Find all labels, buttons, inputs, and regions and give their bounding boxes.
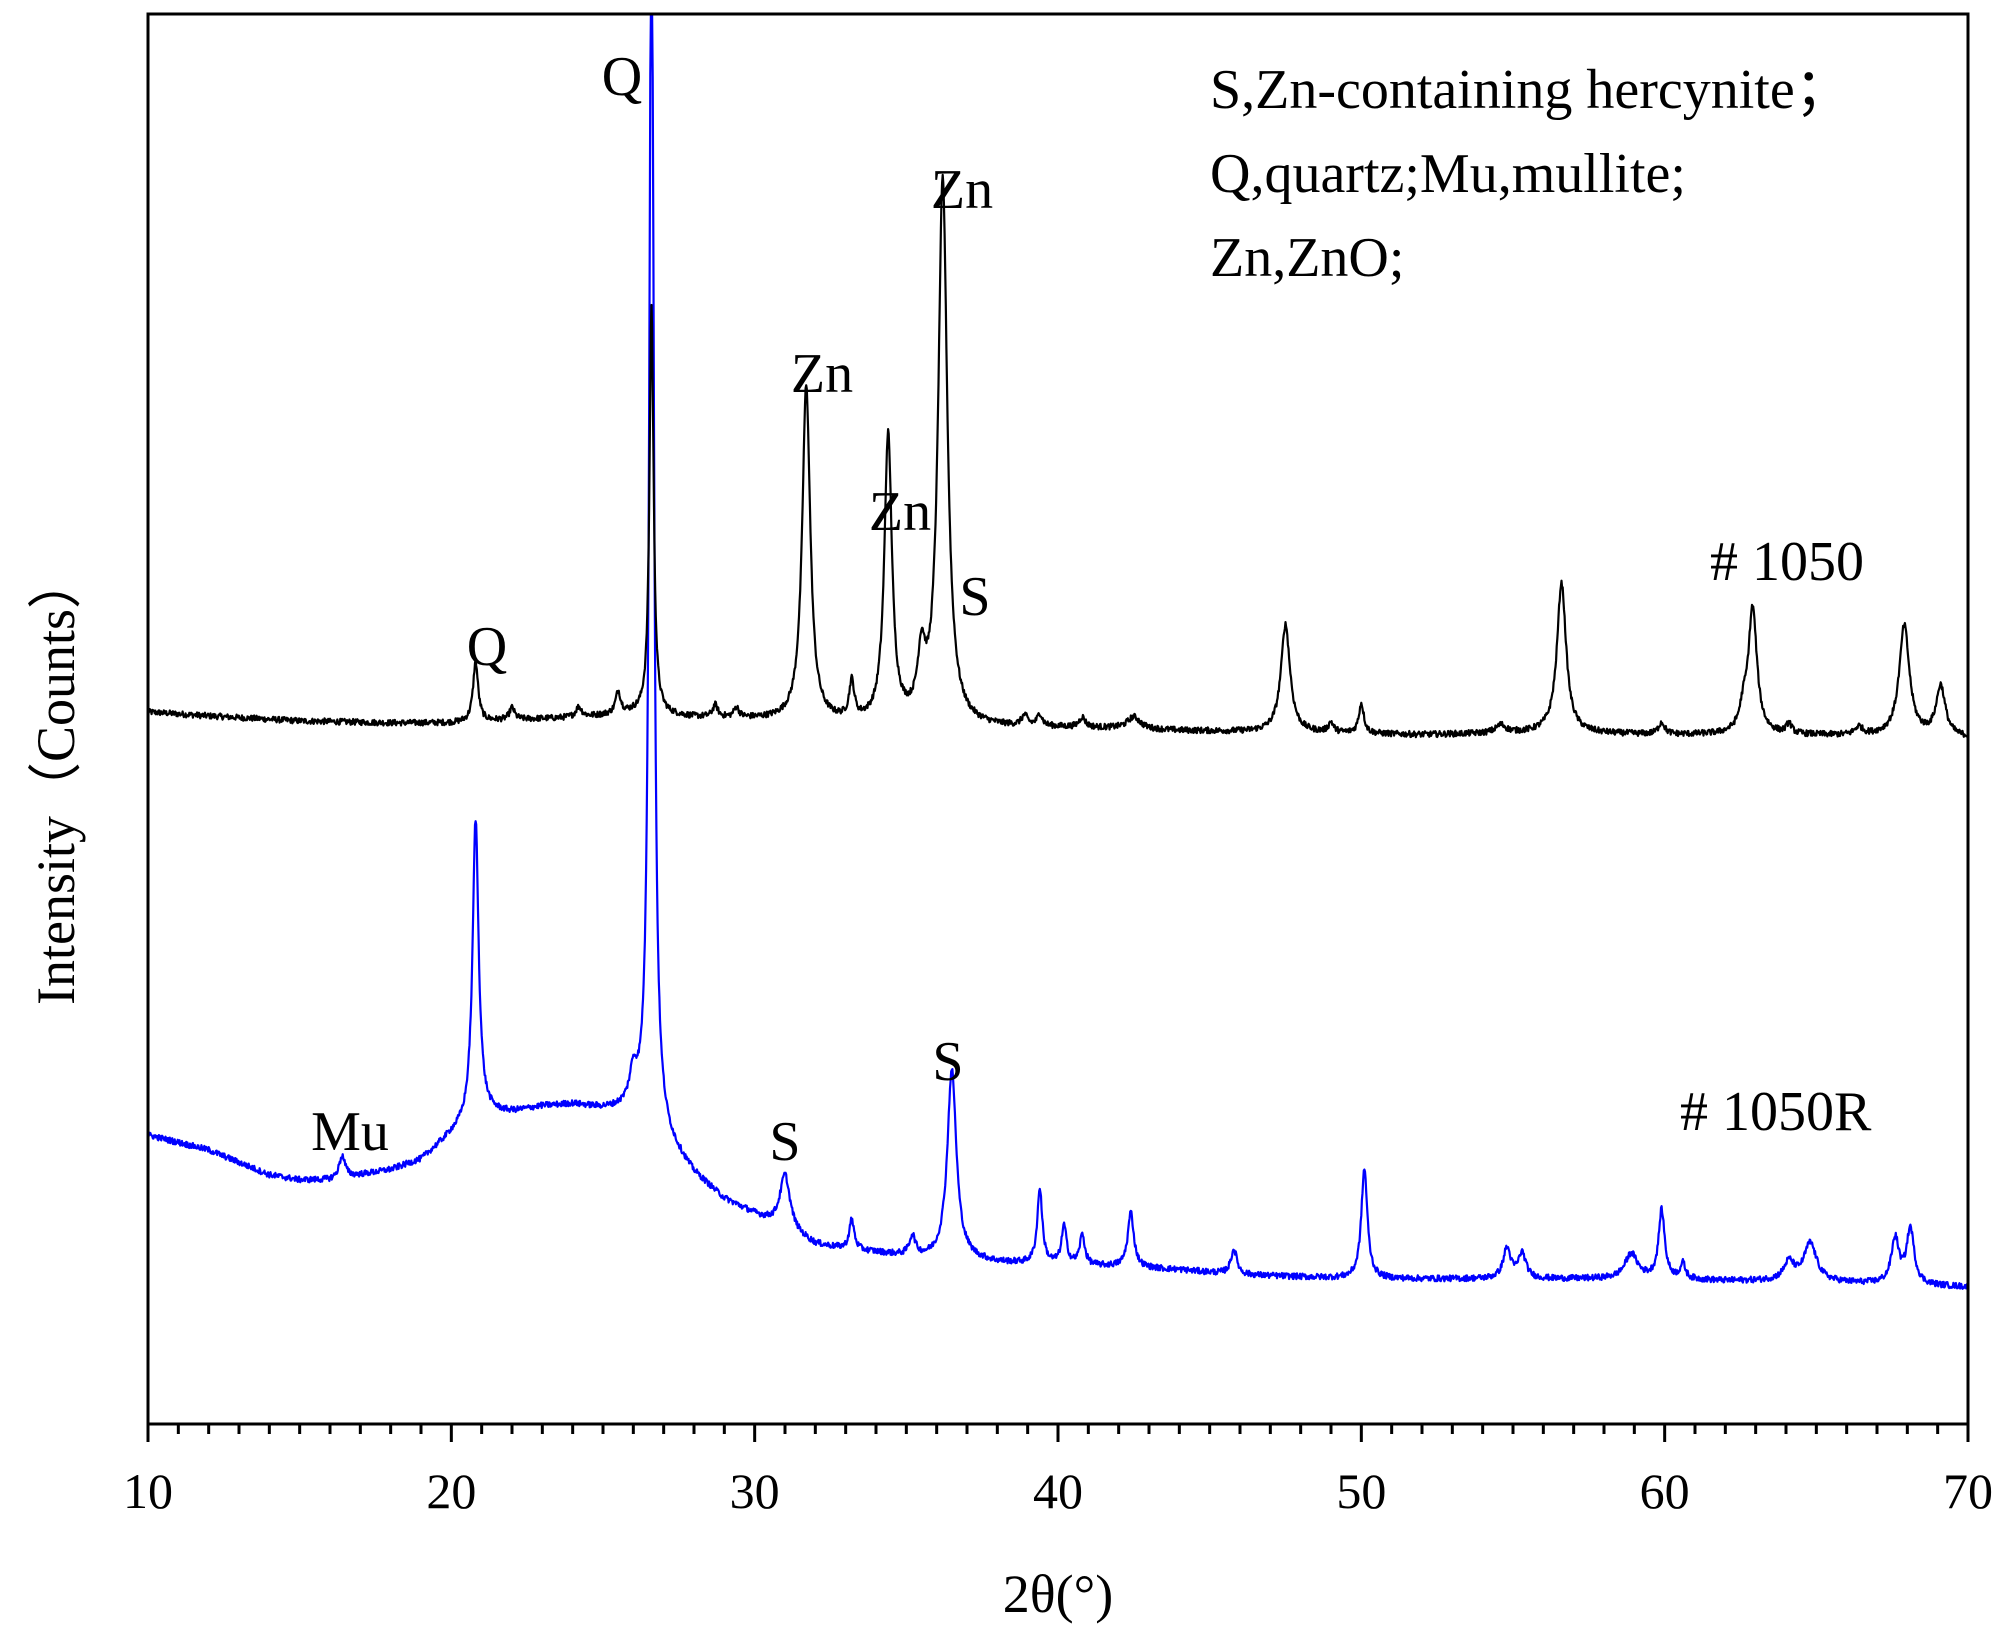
peak-label-zn-1: Zn bbox=[791, 343, 853, 405]
x-tick-label: 60 bbox=[1640, 1463, 1690, 1519]
y-axis-title: Intensity（Counts） bbox=[26, 555, 86, 1005]
peak-label-s-2: S bbox=[932, 1031, 963, 1093]
legend-line-1: S,Zn-containing hercynite； bbox=[1210, 59, 1851, 121]
x-tick-label: 70 bbox=[1943, 1463, 1993, 1519]
x-tick-labels: 10 20 30 40 50 60 70 bbox=[123, 1463, 1993, 1519]
legend-line-2: Q,quartz;Mu,mullite; bbox=[1210, 143, 1686, 205]
x-tick-label: 30 bbox=[730, 1463, 780, 1519]
peak-labels: Q Q Zn Zn Zn S Mu S S bbox=[311, 46, 993, 1173]
peak-label-mu: Mu bbox=[311, 1101, 389, 1163]
peak-label-q-1050: Q bbox=[467, 616, 507, 678]
peak-label-q-main: Q bbox=[602, 46, 642, 108]
x-tick-label: 20 bbox=[426, 1463, 476, 1519]
x-axis-title: 2θ(°) bbox=[1003, 1564, 1113, 1624]
peak-label-s-1050: S bbox=[959, 566, 990, 628]
series-layer bbox=[146, 12, 1970, 1290]
x-ticks bbox=[146, 1424, 1970, 1442]
series-line-1050r bbox=[147, 12, 1970, 1290]
x-tick-label: 50 bbox=[1336, 1463, 1386, 1519]
peak-label-s-1: S bbox=[769, 1111, 800, 1173]
series-line-1050 bbox=[146, 173, 1970, 739]
x-tick-label: 40 bbox=[1033, 1463, 1083, 1519]
x-tick-label: 10 bbox=[123, 1463, 173, 1519]
peak-label-zn-2: Zn bbox=[869, 481, 931, 543]
series-label-1050: # 1050 bbox=[1710, 531, 1864, 593]
series-label-1050r: # 1050R bbox=[1680, 1081, 1872, 1143]
legend-line-3: Zn,ZnO; bbox=[1210, 227, 1404, 289]
legend: S,Zn-containing hercynite； Q,quartz;Mu,m… bbox=[1210, 59, 1851, 289]
peak-label-zn-3: Zn bbox=[931, 159, 993, 221]
